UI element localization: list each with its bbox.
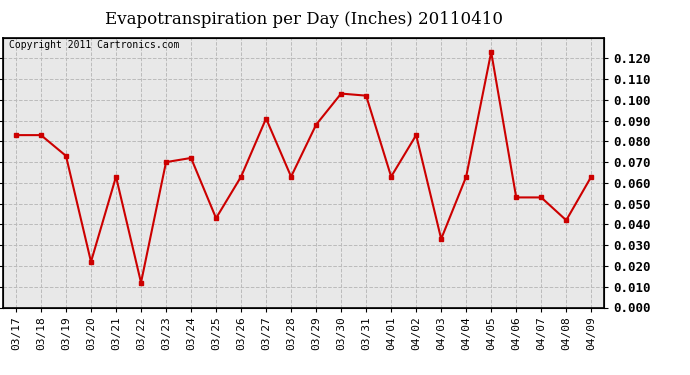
Text: Evapotranspiration per Day (Inches) 20110410: Evapotranspiration per Day (Inches) 2011… [105, 11, 502, 28]
Text: Copyright 2011 Cartronics.com: Copyright 2011 Cartronics.com [10, 40, 180, 50]
